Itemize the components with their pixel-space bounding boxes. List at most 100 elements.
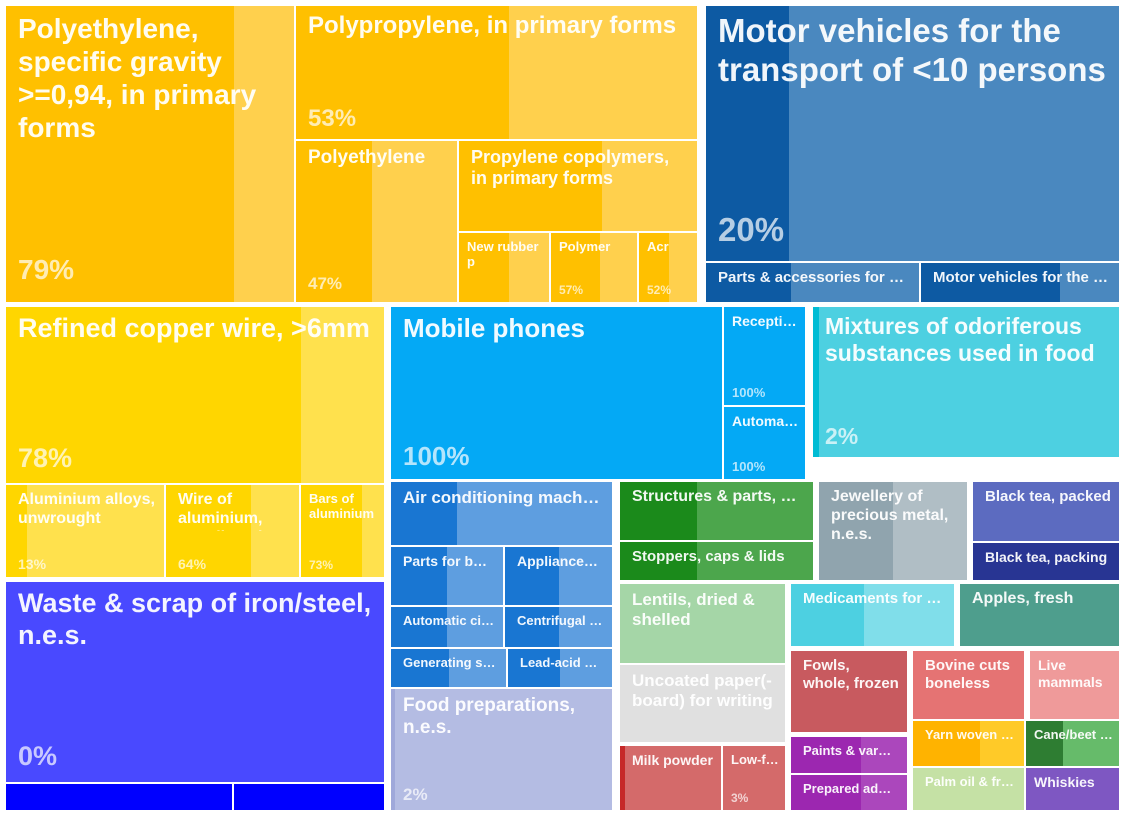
treemap-cell-label: Parts for boilers bbox=[403, 553, 495, 569]
treemap-cell-motor-vehicles-for-the-transport-of-good[interactable]: Motor vehicles for the transport of good… bbox=[920, 262, 1120, 303]
treemap-cell-parts-for-boilers[interactable]: Parts for boilers bbox=[390, 546, 504, 606]
treemap-cell-label: Bars of aluminium bbox=[309, 491, 375, 522]
treemap-cell-fill bbox=[819, 482, 893, 580]
treemap-cell-apples-fresh[interactable]: Apples, fresh bbox=[959, 583, 1120, 647]
treemap-cell-value: 13% bbox=[18, 556, 47, 572]
treemap-cell-fill bbox=[723, 746, 785, 810]
treemap-cell-wire-of-aluminium-not-alloyed[interactable]: Wire of aluminium, not alloyed 64% bbox=[165, 484, 300, 578]
treemap-cell-acr[interactable]: Acr 52% bbox=[638, 232, 698, 303]
treemap-cell-polymer[interactable]: Polymer 57% bbox=[550, 232, 638, 303]
treemap-cell-bars-of-aluminium[interactable]: Bars of aluminium 73% bbox=[300, 484, 385, 578]
treemap-cell-fill bbox=[459, 233, 509, 302]
treemap-cell-waste-scrap-of-iron-steel-n-e-s[interactable]: Waste & scrap of iron/steel, n.e.s. 0% bbox=[5, 581, 385, 783]
treemap-cell-label: Propylene copolymers, in primary forms bbox=[471, 147, 670, 189]
treemap-cell-black-tea-packed[interactable]: Black tea, packed bbox=[972, 481, 1120, 542]
treemap-cell-value: 20% bbox=[718, 211, 785, 248]
treemap-cell-fill bbox=[505, 547, 559, 605]
treemap-cell-fill bbox=[551, 233, 601, 302]
treemap-cell-label: Cane/beet sugar bbox=[1034, 727, 1115, 742]
treemap-cell-bovine-cuts-boneless[interactable]: Bovine cuts boneless bbox=[912, 650, 1025, 720]
treemap-cell-label: Stoppers, caps & lids bbox=[632, 548, 785, 565]
treemap-cell-fill bbox=[921, 263, 1060, 302]
treemap-cell-waste-scrap-2[interactable] bbox=[5, 783, 233, 811]
treemap-cell-centrifugal-pumps[interactable]: Centrifugal pumps bbox=[504, 606, 613, 648]
treemap-cell-lead-acid-accumulators[interactable]: Lead-acid accumulators bbox=[507, 648, 613, 688]
treemap-cell-yarn-woven-fabrics[interactable]: Yarn woven fabrics bbox=[912, 720, 1025, 767]
treemap-cell-fill bbox=[6, 307, 301, 483]
treemap-cell-motor-vehicles-for-the-transport-of-10-p[interactable]: Motor vehicles for the transport of <10 … bbox=[705, 5, 1120, 262]
treemap-cell-polyethylene-specific-gravity-0-94-in-pr[interactable]: Polyethylene, specific gravity >=0,94, i… bbox=[5, 5, 295, 303]
treemap-cell-label: Black tea, packing bbox=[985, 549, 1108, 565]
treemap-cell-appliances-for-thermostatic-control[interactable]: Appliances for thermostatic control bbox=[504, 546, 613, 606]
treemap-cell-fill bbox=[391, 482, 458, 545]
treemap-cell-polyethylene[interactable]: Polyethylene 47% bbox=[295, 140, 458, 303]
treemap-cell-fowls-whole-frozen[interactable]: Fowls, whole, frozen bbox=[790, 650, 908, 733]
treemap-cell-fill bbox=[791, 584, 865, 646]
treemap-cell-waste-scrap-3[interactable] bbox=[233, 783, 385, 811]
treemap-cell-label: Generating sets bbox=[403, 655, 498, 670]
treemap-cell-live-mammals[interactable]: Live mammals bbox=[1029, 650, 1120, 720]
treemap-cell-label: Prepared additives bbox=[803, 781, 899, 796]
treemap-cell-fill bbox=[913, 721, 980, 766]
treemap-cell-value: 100% bbox=[732, 385, 766, 400]
treemap-cell-polypropylene-in-primary-forms[interactable]: Polypropylene, in primary forms 53% bbox=[295, 5, 698, 140]
treemap-cell-palm-oil-fractions[interactable]: Palm oil & fractions bbox=[912, 767, 1025, 811]
treemap-cell-label: Refined copper wire, >6mm bbox=[18, 313, 370, 343]
treemap-cell-value: 47% bbox=[308, 274, 343, 293]
treemap-cell-label: Waste & scrap of iron/steel, n.e.s. bbox=[18, 588, 372, 650]
treemap-cell-aluminium-alloys-unwrought[interactable]: Aluminium alloys, unwrought 13% bbox=[5, 484, 165, 578]
treemap-cell-air-conditioning-machines[interactable]: Air conditioning machines bbox=[390, 481, 613, 546]
treemap-cell-automatic-data-processing-machines[interactable]: Automatic data processing machines 100% bbox=[723, 406, 806, 480]
treemap-cell-fill bbox=[960, 584, 1119, 646]
treemap-cell-cane-beet-sugar[interactable]: Cane/beet sugar bbox=[1025, 720, 1120, 767]
treemap-cell-label: Polymer bbox=[559, 239, 611, 254]
treemap-cell-label: Motor vehicles for the transport of <10 … bbox=[718, 12, 1106, 88]
treemap-cell-milk-powder[interactable]: Milk powder bbox=[619, 745, 722, 811]
treemap-cell-prepared-additives[interactable]: Prepared additives bbox=[790, 774, 908, 811]
treemap-cell-jewellery-of-precious-metal-n-e-s[interactable]: Jewellery of precious metal, n.e.s. bbox=[818, 481, 968, 581]
treemap-cell-generating-sets[interactable]: Generating sets bbox=[390, 648, 507, 688]
treemap-cell-paints-varnishes[interactable]: Paints & varnishes bbox=[790, 736, 908, 774]
treemap-cell-fill bbox=[706, 263, 792, 302]
treemap-cell-structures-parts-of-iron-or-steel[interactable]: Structures & parts, of iron or steel bbox=[619, 481, 814, 541]
treemap-cell-label: Polyethylene bbox=[308, 147, 426, 168]
treemap-cell-fill bbox=[459, 141, 602, 231]
treemap-cell-fill bbox=[620, 584, 785, 663]
treemap-cell-stoppers-caps-lids[interactable]: Stoppers, caps & lids bbox=[619, 541, 814, 581]
treemap-cell-medicaments-for-retail-sale[interactable]: Medicaments for retail sale bbox=[790, 583, 955, 647]
treemap-cell-label: Apples, fresh bbox=[972, 590, 1074, 607]
treemap-cell-parts-accessories-for-motor-vehicles[interactable]: Parts & accessories for motor vehicles bbox=[705, 262, 920, 303]
treemap-cell-label: Appliances for thermostatic control bbox=[517, 553, 604, 569]
treemap-cell-fill bbox=[913, 768, 1024, 810]
treemap-cell-label: Milk powder bbox=[632, 752, 713, 768]
treemap-cell-label: Whiskies bbox=[1034, 774, 1095, 790]
treemap-cell-propylene-copolymers-in-primary-forms[interactable]: Propylene copolymers, in primary forms bbox=[458, 140, 698, 232]
treemap-cell-fill bbox=[791, 651, 907, 732]
treemap-cell-whiskies[interactable]: Whiskies bbox=[1025, 767, 1120, 811]
treemap-cell-value: 2% bbox=[403, 785, 428, 804]
treemap-cell-value: 52% bbox=[647, 283, 672, 297]
treemap-cell-value: 100% bbox=[732, 459, 766, 474]
treemap-cell-low-fat-milk[interactable]: Low-fat milk 3% bbox=[722, 745, 786, 811]
treemap-cell-label: Lead-acid accumulators bbox=[520, 655, 604, 670]
treemap-cell-black-tea-packing[interactable]: Black tea, packing bbox=[972, 542, 1120, 581]
treemap-cell-fill bbox=[234, 784, 384, 810]
treemap-cell-label: Centrifugal pumps bbox=[517, 613, 604, 628]
treemap-cell-new-rubber-p[interactable]: New rubber p bbox=[458, 232, 550, 303]
treemap-cell-label: Reception apparatus bbox=[732, 313, 801, 329]
treemap-cell-mobile-phones[interactable]: Mobile phones 100% bbox=[390, 306, 723, 480]
treemap-cell-lentils-dried-shelled[interactable]: Lentils, dried & shelled bbox=[619, 583, 786, 664]
treemap-cell-label: Wire of aluminium, not alloyed bbox=[178, 491, 263, 531]
treemap-cell-refined-copper-wire-6mm[interactable]: Refined copper wire, >6mm 78% bbox=[5, 306, 385, 484]
treemap-cell-label: New rubber p bbox=[467, 239, 539, 270]
treemap-cell-uncoated-paper-board-for-writing[interactable]: Uncoated paper(-board) for writing bbox=[619, 664, 786, 743]
treemap-cell-label: Black tea, packed bbox=[985, 488, 1111, 505]
treemap-cell-reception-apparatus[interactable]: Reception apparatus 100% bbox=[723, 306, 806, 406]
treemap-cell-fill bbox=[391, 689, 396, 810]
treemap-cell-food-preparations-n-e-s[interactable]: Food preparations, n.e.s. 2% bbox=[390, 688, 613, 811]
treemap-cell-fill bbox=[1030, 651, 1119, 719]
treemap-cell-fill bbox=[391, 547, 447, 605]
treemap-cell-automatic-circuit-breakers[interactable]: Automatic circuit breakers bbox=[390, 606, 504, 648]
treemap-cell-mixtures-of-odoriferous-substances-used-[interactable]: Mixtures of odoriferous substances used … bbox=[812, 306, 1120, 458]
treemap-cell-fill bbox=[620, 746, 626, 810]
